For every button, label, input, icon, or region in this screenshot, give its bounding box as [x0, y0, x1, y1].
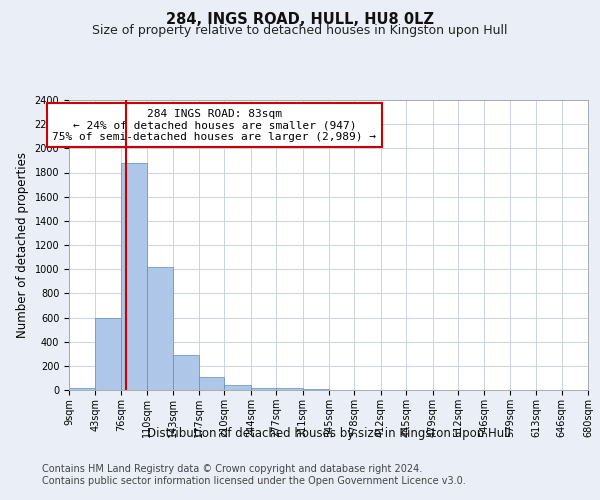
- Text: Contains public sector information licensed under the Open Government Licence v3: Contains public sector information licen…: [42, 476, 466, 486]
- Text: 284, INGS ROAD, HULL, HU8 0LZ: 284, INGS ROAD, HULL, HU8 0LZ: [166, 12, 434, 28]
- Bar: [147, 267, 173, 390]
- Text: 284 INGS ROAD: 83sqm
← 24% of detached houses are smaller (947)
75% of semi-deta: 284 INGS ROAD: 83sqm ← 24% of detached h…: [52, 108, 376, 142]
- Bar: [173, 355, 199, 390]
- Text: Distribution of detached houses by size in Kingston upon Hull: Distribution of detached houses by size …: [147, 428, 511, 440]
- Bar: [95, 318, 121, 390]
- Bar: [199, 376, 224, 390]
- Text: Size of property relative to detached houses in Kingston upon Hull: Size of property relative to detached ho…: [92, 24, 508, 37]
- Bar: [276, 388, 302, 390]
- Bar: [69, 388, 95, 390]
- Bar: [224, 385, 251, 390]
- Text: Contains HM Land Registry data © Crown copyright and database right 2024.: Contains HM Land Registry data © Crown c…: [42, 464, 422, 474]
- Y-axis label: Number of detached properties: Number of detached properties: [16, 152, 29, 338]
- Bar: [121, 163, 147, 390]
- Bar: [251, 388, 276, 390]
